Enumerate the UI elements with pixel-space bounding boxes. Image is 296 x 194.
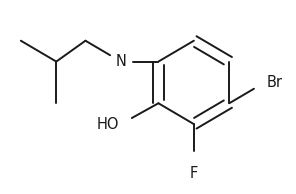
Text: F: F [190,166,198,181]
Text: N: N [115,54,126,69]
Text: HO: HO [96,117,119,132]
Text: Br: Br [267,75,283,90]
